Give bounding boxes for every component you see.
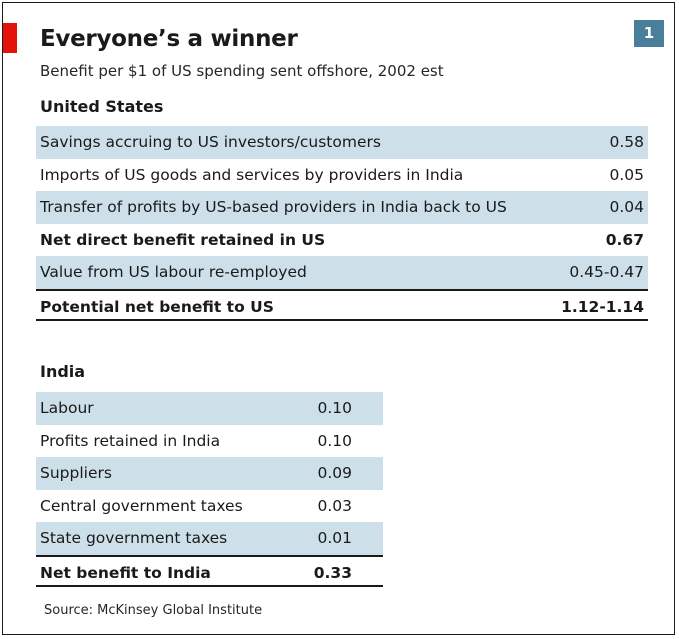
row-value: 0.10 <box>317 399 352 417</box>
table-total-row: Net benefit to India 0.33 <box>36 554 383 587</box>
table-row: Value from US labour re-employed 0.45-0.4… <box>36 256 648 289</box>
row-value: 0.09 <box>317 464 352 482</box>
row-value: 0.04 <box>609 198 644 216</box>
row-label: Imports of US goods and services by prov… <box>40 165 464 184</box>
row-value: 0.05 <box>609 165 644 184</box>
india-section-heading: India <box>40 362 86 381</box>
brand-red-tab <box>3 23 17 53</box>
chart-number-badge: 1 <box>634 20 664 47</box>
table-row: Labour 0.10 <box>36 392 383 425</box>
row-value: 0.01 <box>317 529 352 547</box>
row-label: Suppliers <box>40 464 112 482</box>
table-row: Savings accruing to US investors/custome… <box>36 126 648 159</box>
row-value: 1.12-1.14 <box>561 297 644 316</box>
row-label: Net direct benefit retained in US <box>40 230 326 249</box>
row-value: 0.10 <box>317 431 352 450</box>
chart-subtitle: Benefit per $1 of US spending sent offsh… <box>40 62 444 80</box>
table-row: Imports of US goods and services by prov… <box>36 159 648 192</box>
table-total-row: Potential net benefit to US 1.12-1.14 <box>36 288 648 321</box>
row-label: Potential net benefit to US <box>40 297 274 316</box>
india-benefit-table: Labour 0.10 Profits retained in India 0.10… <box>36 392 383 587</box>
us-benefit-table: Savings accruing to US investors/custome… <box>36 126 648 321</box>
source-note: Source: McKinsey Global Institute <box>44 603 263 618</box>
row-value: 0.03 <box>317 496 352 515</box>
row-label: Value from US labour re-employed <box>40 263 307 281</box>
table-row: Profits retained in India 0.10 <box>36 425 383 458</box>
chart-title: Everyone’s a winner <box>40 26 298 52</box>
row-label: Profits retained in India <box>40 431 221 450</box>
row-label: State government taxes <box>40 529 228 547</box>
row-label: Labour <box>40 399 94 417</box>
table-row: Central government taxes 0.03 <box>36 490 383 523</box>
row-label: Central government taxes <box>40 496 243 515</box>
us-section-heading: United States <box>40 97 164 116</box>
table-row: Transfer of profits by US-based provider… <box>36 191 648 224</box>
row-label: Net benefit to India <box>40 563 211 582</box>
row-value: 0.58 <box>609 133 644 151</box>
row-value: 0.45-0.47 <box>569 263 644 281</box>
row-value: 0.67 <box>605 230 644 249</box>
table-row: Suppliers 0.09 <box>36 457 383 490</box>
row-label: Savings accruing to US investors/custome… <box>40 133 381 151</box>
row-value: 0.33 <box>313 563 352 582</box>
table-row: State government taxes 0.01 <box>36 522 383 555</box>
row-label: Transfer of profits by US-based provider… <box>40 198 507 216</box>
table-row: Net direct benefit retained in US 0.67 <box>36 224 648 257</box>
